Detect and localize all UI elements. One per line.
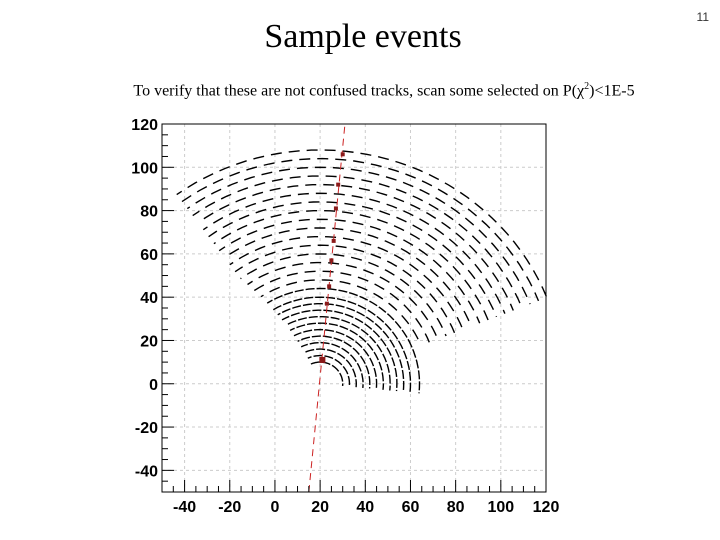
x-tick-label: 0 bbox=[270, 499, 279, 516]
hit-arc bbox=[202, 192, 506, 314]
hit-arc bbox=[289, 322, 385, 390]
hit-arc bbox=[277, 303, 405, 392]
track-point bbox=[329, 258, 334, 263]
track-fit-line bbox=[308, 123, 346, 493]
y-tick-label: 20 bbox=[140, 333, 158, 350]
track-point bbox=[333, 206, 338, 211]
hit-arc bbox=[224, 227, 472, 327]
hit-arc bbox=[266, 287, 421, 394]
x-tick-label: 80 bbox=[447, 499, 465, 516]
track-point bbox=[336, 182, 341, 187]
y-tick-label: 100 bbox=[131, 160, 158, 177]
y-tick-label: 60 bbox=[140, 247, 158, 264]
hit-arc bbox=[218, 218, 481, 324]
x-tick-label: 20 bbox=[311, 499, 329, 516]
track-line-layer bbox=[308, 123, 547, 493]
hit-arc bbox=[208, 201, 498, 318]
y-tick-label: 40 bbox=[140, 290, 158, 307]
hit-arc bbox=[234, 244, 456, 334]
track-point bbox=[327, 284, 332, 289]
y-tick-label: 120 bbox=[131, 117, 158, 134]
x-tick-label: 120 bbox=[533, 499, 560, 516]
x-tick-label: -40 bbox=[173, 499, 196, 516]
hit-arc bbox=[310, 361, 344, 386]
y-tick-label: 80 bbox=[140, 204, 158, 221]
track-point bbox=[324, 301, 329, 306]
hit-arc bbox=[247, 261, 439, 340]
track-points-layer bbox=[319, 152, 345, 363]
hit-arc bbox=[285, 316, 391, 391]
hit-arc bbox=[304, 348, 358, 388]
y-tick-label: -20 bbox=[135, 420, 158, 437]
hit-arc bbox=[260, 279, 422, 346]
slide-number: 11 bbox=[696, 10, 709, 24]
subtitle-text: To verify that these are not confused tr… bbox=[133, 82, 585, 100]
hit-arc bbox=[281, 309, 398, 392]
hit-arc bbox=[307, 354, 351, 387]
hit-arc bbox=[229, 235, 464, 330]
track-point bbox=[340, 152, 345, 157]
subtitle-text-end: )<1E-5 bbox=[589, 82, 635, 100]
tick-marks-layer bbox=[161, 123, 547, 493]
y-tick-label: -40 bbox=[135, 463, 158, 480]
hit-arc bbox=[213, 209, 489, 321]
hit-arc bbox=[297, 335, 371, 389]
slide-title: Sample events bbox=[264, 18, 462, 55]
x-tick-label: 60 bbox=[402, 499, 420, 516]
hit-arc bbox=[197, 183, 514, 311]
hit-arc bbox=[240, 253, 447, 337]
x-tick-label: 40 bbox=[356, 499, 374, 516]
hit-arc bbox=[300, 341, 364, 388]
hit-arc bbox=[186, 166, 531, 305]
track-point bbox=[331, 238, 336, 243]
hit-arc bbox=[272, 296, 412, 393]
slide-subtitle: To verify that these are not confused tr… bbox=[0, 81, 720, 100]
hit-arc bbox=[293, 328, 378, 390]
hit-arc bbox=[176, 149, 548, 298]
x-tick-label: 100 bbox=[487, 499, 514, 516]
hit-arc bbox=[192, 175, 523, 308]
tick-labels-layer: -40 -20 0 20 40 60 80 100 120 120 100 80 60 40 20 0 -20 -… bbox=[131, 117, 559, 516]
hit-arc bbox=[181, 157, 540, 302]
hit-arcs-layer bbox=[176, 149, 548, 394]
y-tick-label: 0 bbox=[149, 377, 158, 394]
x-tick-label: -20 bbox=[218, 499, 241, 516]
subtitle-superscript: 2 bbox=[584, 81, 590, 92]
track-point bbox=[319, 356, 326, 363]
